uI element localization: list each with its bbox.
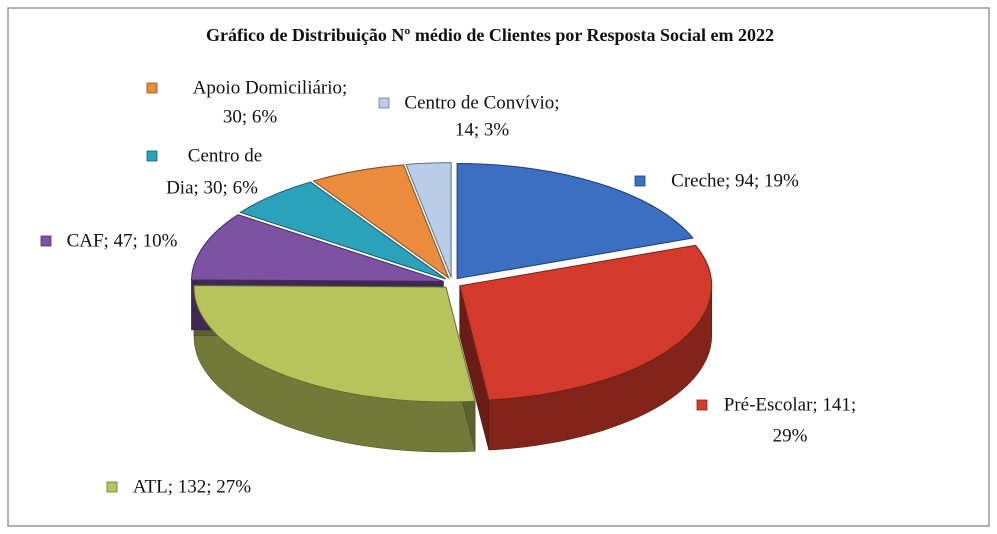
data-label: CAF; 47; 10% xyxy=(67,230,178,251)
slice xyxy=(405,162,452,278)
slice xyxy=(190,214,444,282)
legend-marker xyxy=(146,150,158,162)
legend-marker xyxy=(146,82,158,94)
data-label: Pré-Escolar; 141; xyxy=(724,394,856,415)
data-label: ATL; 132; 27% xyxy=(133,476,251,497)
slice xyxy=(312,164,450,280)
data-label: Creche; 94; 19% xyxy=(671,170,799,191)
slice xyxy=(459,244,713,401)
legend-marker xyxy=(40,235,52,247)
legend-marker xyxy=(696,399,708,411)
slice-tops xyxy=(190,162,713,403)
labels: Creche; 94; 19% Pré-Escolar; 141; 29% ATL; … xyxy=(40,77,856,497)
data-label: 14; 3% xyxy=(455,119,510,140)
legend-marker xyxy=(378,97,390,109)
legend-marker xyxy=(634,175,646,187)
slice xyxy=(456,163,694,280)
legend-marker xyxy=(106,481,118,493)
slice xyxy=(239,181,447,280)
slice xyxy=(193,285,476,403)
data-label: Centro de Convívio; xyxy=(404,92,559,113)
data-label: Apoio Domiciliário; xyxy=(193,77,348,98)
chart-title: Gráfico de Distribuição Nº médio de Clie… xyxy=(206,25,774,45)
data-label: 29% xyxy=(773,425,808,446)
data-label: Dia; 30; 6% xyxy=(166,177,258,198)
data-label: Centro de xyxy=(188,145,262,166)
data-label: 30; 6% xyxy=(223,106,278,127)
